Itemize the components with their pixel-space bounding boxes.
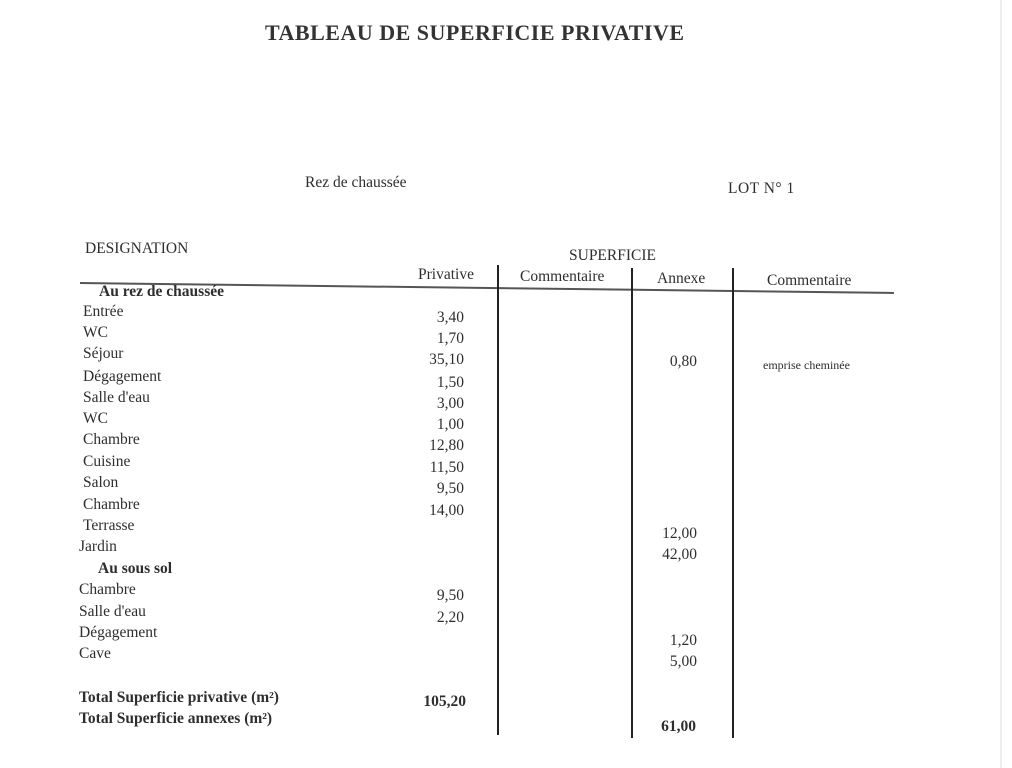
designation-header: DESIGNATION [85, 240, 189, 257]
privative-value: 1,50 [436, 374, 464, 391]
level-label: Rez de chaussée [305, 174, 407, 191]
privative-value: 11,50 [429, 459, 464, 476]
row-label: WC [83, 410, 108, 427]
privative-value: 12,80 [429, 437, 464, 454]
total-privative-label: Total Superficie privative (m²) [79, 689, 279, 706]
total-annexes-label: Total Superficie annexes (m²) [79, 710, 273, 727]
privative-value: 9,50 [436, 480, 464, 497]
privative-value: 14,00 [429, 502, 464, 519]
column-divider [631, 268, 633, 738]
scan-edge [1000, 0, 1002, 768]
row-label: Cave [79, 645, 111, 662]
total-annexes-value: 61,00 [661, 718, 696, 735]
lot-number: LOT N° 1 [728, 180, 795, 197]
annexe-value: 5,00 [669, 653, 697, 670]
row-label: Jardin [79, 538, 117, 555]
row-label: Chambre [79, 581, 136, 598]
section-heading: Au sous sol [98, 560, 173, 577]
row-label: Chambre [83, 431, 140, 448]
annexe-value: 42,00 [662, 546, 697, 563]
row-label: WC [83, 324, 108, 341]
row-label: Terrasse [83, 517, 135, 534]
privative-value: 35,10 [429, 351, 464, 368]
column-header-annexe: Annexe [657, 270, 706, 287]
row-label: Séjour [83, 345, 124, 362]
column-header-privative: Privative [418, 266, 474, 283]
row-label: Cuisine [83, 453, 131, 470]
column-divider [732, 268, 734, 738]
annexe-value: 12,00 [662, 525, 697, 542]
section-heading: Au rez de chaussée [99, 283, 224, 300]
privative-value: 3,00 [436, 395, 464, 412]
privative-value: 2,20 [436, 609, 464, 626]
row-label: Entrée [83, 303, 124, 320]
row-label: Salle d'eau [79, 603, 146, 620]
privative-value: 1,70 [436, 330, 464, 347]
annexe-comment: emprise cheminée [763, 358, 850, 372]
annexe-value: 1,20 [669, 632, 697, 649]
row-label: Dégagement [83, 368, 162, 385]
row-label: Salon [83, 474, 119, 491]
document-title: TABLEAU DE SUPERFICIE PRIVATIVE [265, 20, 685, 45]
row-label: Chambre [83, 496, 140, 513]
superficie-header: SUPERFICIE [569, 247, 656, 264]
row-label: Dégagement [79, 624, 158, 641]
column-divider [497, 265, 499, 735]
column-header-commentaire-annexe: Commentaire [767, 272, 852, 289]
row-label: Salle d'eau [83, 389, 150, 406]
privative-value: 9,50 [436, 587, 464, 604]
privative-value: 3,40 [436, 309, 464, 326]
column-header-commentaire: Commentaire [520, 268, 605, 285]
privative-value: 1,00 [436, 416, 464, 433]
total-privative-value: 105,20 [423, 693, 466, 710]
annexe-value: 0,80 [669, 353, 697, 370]
